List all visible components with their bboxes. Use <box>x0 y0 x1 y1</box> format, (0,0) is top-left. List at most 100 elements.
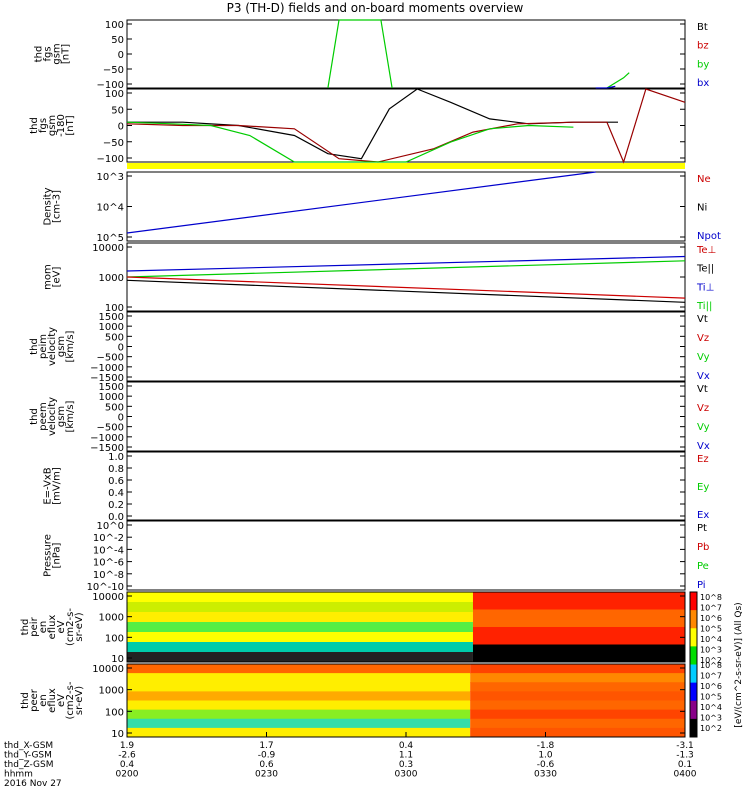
series-bz-line <box>126 88 686 164</box>
y-tick-label: 10^3 <box>97 172 124 183</box>
spectrogram-band <box>470 718 685 729</box>
spectrogram-band <box>127 642 473 653</box>
y-tick-label: 1.0 <box>108 452 124 463</box>
time-axis-value: -1.3 <box>676 751 694 761</box>
spectrogram-band <box>127 612 473 623</box>
series-Ti⊥-line <box>126 255 686 272</box>
time-axis-value: 0.4 <box>120 760 135 770</box>
y-tick-label: −1500 <box>90 443 124 454</box>
y-tick-label: 500 <box>105 402 124 413</box>
panel-frame <box>126 19 686 89</box>
series-Te⊥-line <box>126 276 686 299</box>
legend-entry: Ex <box>697 510 709 521</box>
y-axis-label: sr-eV) <box>74 612 85 641</box>
legend-entry: Ti⊥ <box>696 282 714 293</box>
date-label: 2016 Nov 27 <box>4 779 62 789</box>
legend-entry: Vy <box>697 422 710 433</box>
y-axis-label: eV <box>56 694 67 707</box>
y-tick-label: 10^-10 <box>87 582 124 593</box>
colorbar-label: [eV/(cm^2-s-sr-eV)] (All Qs) <box>734 602 744 727</box>
y-tick-label: 1500 <box>99 382 124 393</box>
time-axis-row-label: thd_Y-GSM <box>4 751 52 761</box>
y-tick-label: 50 <box>111 35 124 46</box>
y-axis-label: mom <box>43 264 54 290</box>
series-bx-line <box>595 85 616 89</box>
y-axis-label: [km/s] <box>65 400 76 432</box>
legend-entry: by <box>697 59 709 70</box>
legend-entry: Ne <box>697 174 711 185</box>
time-axis-value: 0230 <box>255 770 278 780</box>
time-axis-value: -0.6 <box>537 760 555 770</box>
y-axis-label: peir <box>29 616 40 636</box>
spectrogram-band <box>127 602 473 613</box>
series-Npot-line <box>126 171 596 234</box>
spectrogram-band <box>127 700 471 711</box>
y-tick-label: −50 <box>103 65 124 76</box>
y-tick-label: 1000 <box>99 613 124 624</box>
y-tick-label: 10000 <box>92 592 124 603</box>
spectrogram-band <box>472 592 685 610</box>
y-tick-label: 100 <box>105 633 124 644</box>
y-axis-label: peim <box>38 334 49 359</box>
y-tick-label: 10^-6 <box>93 558 124 569</box>
spectrogram-band <box>127 718 471 729</box>
y-axis-label: Pressure <box>43 534 54 577</box>
colorbar-tick-label: 10^5 <box>700 693 722 702</box>
colorbar-segment <box>690 592 697 611</box>
legend-entry: Npot <box>697 231 721 242</box>
y-axis-label: (cm2-s- <box>65 681 76 719</box>
y-tick-label: 100 <box>105 707 124 718</box>
spectrogram-band <box>127 652 473 663</box>
y-tick-label: 10000 <box>92 664 124 675</box>
y-axis-label: velocity <box>47 397 58 436</box>
colorbar-tick-label: 10^7 <box>700 604 722 613</box>
y-axis-label: [nT] <box>65 115 76 135</box>
legend-entry: Vz <box>697 403 709 414</box>
colorbar-tick-label: 10^8 <box>700 661 722 670</box>
y-tick-label: 10^-8 <box>93 570 124 581</box>
time-axis-value: -1.8 <box>537 741 555 751</box>
y-axis-label: thd <box>20 692 31 709</box>
time-axis-value: 1.1 <box>399 751 413 761</box>
colorbar-tick-label: 10^6 <box>700 682 722 691</box>
y-tick-label: 0.6 <box>108 476 124 487</box>
colorbar-segment <box>690 718 697 738</box>
colorbar-tick-label: 10^4 <box>700 635 722 644</box>
panel-frame <box>126 381 686 452</box>
time-axis-value: 1.9 <box>120 741 135 751</box>
y-axis-label: [eV] <box>52 267 63 288</box>
legend-entry: Ey <box>697 482 709 493</box>
time-axis-row-label: hhmm <box>4 770 33 780</box>
y-axis-label: [mV/m] <box>52 467 63 505</box>
legend-entry: Ti|| <box>696 301 712 312</box>
y-tick-label: 0 <box>118 50 124 61</box>
y-axis-label: Density <box>43 187 54 225</box>
y-axis-label: [nT] <box>61 44 72 64</box>
y-tick-label: 10^5 <box>97 233 124 244</box>
y-axis-label: E=-VxB <box>43 467 54 504</box>
time-axis-value: -3.1 <box>676 741 694 751</box>
y-axis-label: [km/s] <box>65 330 76 362</box>
legend-entry: bx <box>697 78 709 89</box>
panel-density: 10^3 10^4 10^5 Density[cm-3] Ne Ni Npot <box>43 171 721 244</box>
panel-efield: 1.00.80.60.40.20.0 E=-VxB[mV/m] Ez Ey Ex <box>43 451 709 523</box>
time-axis-value: 1.7 <box>259 741 273 751</box>
spectrogram-band <box>127 622 473 633</box>
colorbar-tick-label: 10^2 <box>700 724 722 733</box>
y-axis-label: peem <box>38 402 49 430</box>
legend-entry: Vt <box>697 384 708 395</box>
legend-entry: Pi <box>697 580 706 591</box>
y-axis-label: thd <box>20 619 31 636</box>
time-axis-value: -0.9 <box>258 751 276 761</box>
time-axis-value: 0.4 <box>399 741 414 751</box>
y-tick-label: 0 <box>118 122 124 133</box>
series-Ti||-line <box>126 260 686 278</box>
spectrogram-band <box>127 632 473 643</box>
quality-flag-bar <box>127 163 685 169</box>
y-tick-label: 10 <box>111 654 124 665</box>
spectrogram-band <box>470 682 685 692</box>
spectrogram-band <box>470 673 685 683</box>
panel-peer: 10000 1000 100 10 thdpeerenefluxeV(cm2-s-sr-… <box>20 663 686 740</box>
